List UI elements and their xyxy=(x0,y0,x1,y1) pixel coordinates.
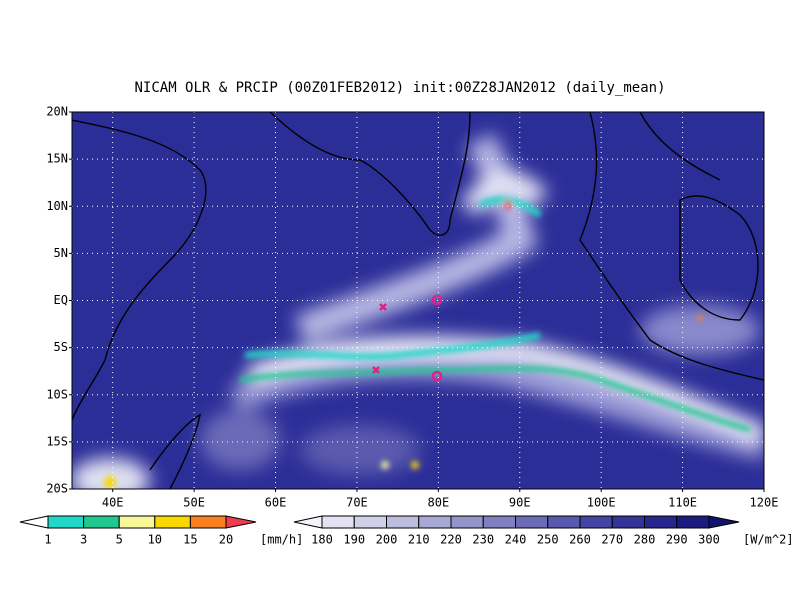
colorbar-box xyxy=(676,515,710,529)
colorbar-label: 220 xyxy=(440,533,462,547)
colorbar-box xyxy=(611,515,645,529)
colorbar-box xyxy=(515,515,549,529)
lon-label: 80E xyxy=(428,496,450,510)
precip-patches xyxy=(104,196,751,488)
map-title: NICAM OLR & PRCIP (00Z01FEB2012) init:00… xyxy=(134,80,665,96)
colorbar-label: 10 xyxy=(148,533,162,547)
lon-label: 120E xyxy=(750,496,779,510)
lat-label: 20S xyxy=(46,482,68,496)
storm-markers xyxy=(372,294,443,382)
lon-label: 60E xyxy=(265,496,287,510)
lat-label: 20N xyxy=(46,105,68,119)
colorbar-label: 180 xyxy=(311,533,333,547)
colorbar-box xyxy=(118,515,156,529)
colorbar-box xyxy=(154,515,191,529)
colorbar-box xyxy=(418,515,452,529)
lon-label: 90E xyxy=(509,496,531,510)
colorbar-unit: [W/m^2] xyxy=(743,533,794,547)
colorbar-label: 15 xyxy=(183,533,197,547)
colorbar-label: 270 xyxy=(601,533,623,547)
colorbar-box xyxy=(386,515,420,529)
axes: 20N 15N 10N 5N EQ 5S 10S 15S 20S 40E 50E 60E 70E 80E 9… xyxy=(46,105,778,510)
colorbar-box xyxy=(547,515,581,529)
colorbar-end xyxy=(708,515,740,529)
colorbar-label: 260 xyxy=(569,533,591,547)
colorbar-box xyxy=(450,515,484,529)
colorbar-label: 5 xyxy=(116,533,123,547)
colorbar-label: 200 xyxy=(376,533,398,547)
colorbar-label: 20 xyxy=(219,533,233,547)
lat-label: 10S xyxy=(46,387,68,401)
colorbar-label: 3 xyxy=(80,533,87,547)
lat-label: 15N xyxy=(46,152,68,166)
colorbar-end xyxy=(225,515,257,529)
colorbar-label: 210 xyxy=(408,533,430,547)
colorbar-label: 280 xyxy=(634,533,656,547)
colorbar-box xyxy=(189,515,227,529)
lat-label: 5N xyxy=(54,246,68,260)
colorbar-label: 250 xyxy=(537,533,559,547)
lon-label: 110E xyxy=(668,496,697,510)
graticule xyxy=(72,112,764,489)
colorbar-label: 290 xyxy=(666,533,688,547)
colorbar-box xyxy=(83,515,120,529)
lat-label: EQ xyxy=(54,293,68,307)
colorbar-label: 190 xyxy=(343,533,365,547)
coastlines xyxy=(72,112,764,489)
colorbar-box xyxy=(47,515,85,529)
colorbar-label: 300 xyxy=(698,533,720,547)
map-field xyxy=(72,112,764,489)
colorbar-box xyxy=(353,515,387,529)
colorbar-box xyxy=(644,515,678,529)
lat-label: 10N xyxy=(46,199,68,213)
colorbar-end xyxy=(293,515,323,529)
lat-label: 15S xyxy=(46,434,68,448)
colorbar-box xyxy=(482,515,516,529)
colorbar-box xyxy=(321,515,355,529)
lon-label: 40E xyxy=(102,496,124,510)
lon-label: 70E xyxy=(346,496,368,510)
colorbar-label: 240 xyxy=(505,533,527,547)
lat-label: 5S xyxy=(54,340,68,354)
colorbar-label: 1 xyxy=(44,533,51,547)
colorbar-unit: [mm/h] xyxy=(260,533,303,547)
colorbars: 1 3 5 10 15 20 [mm/h] 180 190 200 210 220 230 240 250 2… xyxy=(19,515,794,547)
colorbar-box xyxy=(579,515,613,529)
lon-label: 100E xyxy=(587,496,616,510)
colorbar-label: 230 xyxy=(472,533,494,547)
lon-label: 50E xyxy=(183,496,205,510)
colorbar-end xyxy=(19,515,49,529)
cloud-bands xyxy=(72,133,764,489)
